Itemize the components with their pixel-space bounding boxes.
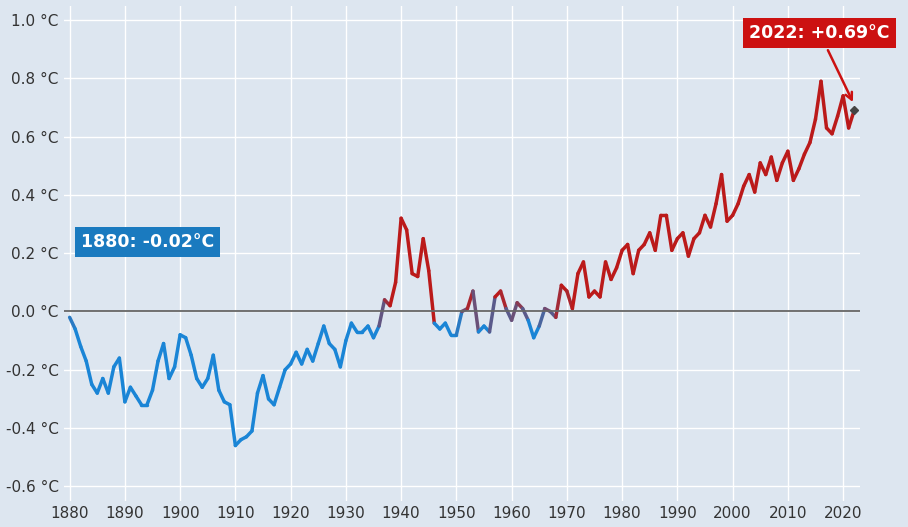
Text: 2022: +0.69°C: 2022: +0.69°C (749, 24, 890, 100)
Text: 1880: -0.02°C: 1880: -0.02°C (81, 233, 214, 251)
